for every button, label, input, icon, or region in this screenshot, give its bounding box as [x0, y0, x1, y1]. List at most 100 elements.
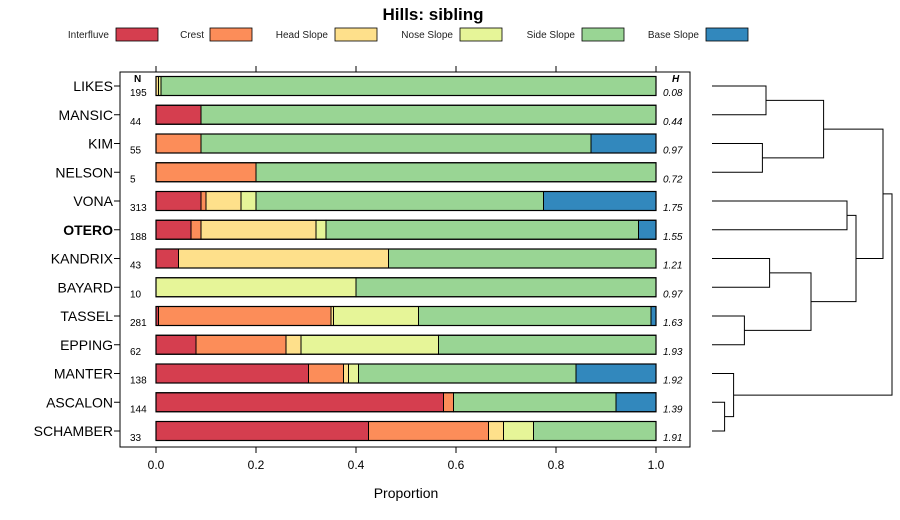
category-label: OTERO: [63, 222, 113, 238]
dendrogram-link: [762, 99, 825, 159]
bar-segment: [355, 277, 657, 298]
dendrogram-link: [712, 258, 771, 288]
bar-segment: [155, 219, 192, 240]
bar-segment: [200, 219, 317, 240]
legend-swatch: [334, 27, 378, 42]
bar-row: OTERO 188 1.55: [63, 219, 683, 243]
bar-outline: [155, 219, 657, 240]
legend-label: Nose Slope: [401, 30, 453, 41]
bar-segment: [155, 133, 202, 154]
category-label: VONA: [73, 193, 113, 209]
bar-segment: [650, 306, 657, 326]
dendrogram: [712, 85, 893, 432]
category-label: MANSIC: [59, 107, 113, 123]
h-value: 1.93: [663, 347, 683, 358]
bar-segment: [200, 133, 592, 154]
dendrogram-link: [712, 143, 763, 173]
n-value: 281: [130, 318, 147, 329]
bar-row: VONA 313 1.75: [73, 190, 683, 214]
bar-outline: [155, 420, 657, 442]
legend: Interfluve Crest Head Slope Nose Slope Side …: [68, 27, 749, 42]
h-value: 1.21: [663, 261, 682, 272]
n-value: 313: [130, 203, 147, 214]
category-label: LIKES: [73, 78, 113, 94]
bar-segment: [453, 392, 617, 413]
bar-row: MANSIC 44 0.44: [59, 104, 683, 128]
category-label: BAYARD: [58, 279, 114, 295]
h-value: 0.97: [663, 289, 683, 300]
bar-outline: [155, 334, 657, 355]
category-label: EPPING: [60, 337, 113, 353]
bar-segment: [343, 363, 349, 384]
bar-segment: [488, 421, 504, 441]
bar-outline: [155, 305, 657, 327]
bar-segment: [503, 421, 534, 441]
x-axis-title: Proportion: [374, 485, 439, 501]
x-tick-label: 1.0: [648, 458, 665, 472]
x-tick-label: 0.4: [348, 458, 365, 472]
dendrogram-link: [712, 315, 745, 346]
bar-segment: [155, 191, 202, 211]
category-label: KANDRIX: [51, 251, 114, 267]
bar-segment: [200, 191, 207, 211]
legend-label: Head Slope: [276, 30, 329, 41]
bar-segment: [285, 334, 302, 355]
bar-segment: [368, 421, 489, 441]
bar-segment: [358, 363, 577, 384]
bar-row: BAYARD 10 0.97: [58, 277, 683, 300]
n-value: 43: [130, 261, 142, 272]
dendrogram-link: [733, 193, 893, 396]
n-value: 188: [130, 232, 147, 243]
bar-row: EPPING 62 1.93: [60, 334, 683, 358]
x-tick-label: 0.0: [148, 458, 165, 472]
h-value: 1.39: [663, 404, 683, 415]
bar-segment: [195, 334, 287, 355]
bar-segment: [155, 277, 357, 298]
legend-label: Crest: [180, 30, 204, 41]
bar-segment: [255, 191, 544, 211]
h-column-header: H: [672, 74, 680, 85]
x-tick-label: 0.6: [448, 458, 465, 472]
bar-segment: [638, 219, 657, 240]
n-value: 55: [130, 146, 142, 157]
bar-segment: [205, 191, 242, 211]
category-label: NELSON: [55, 164, 113, 180]
x-tick-label: 0.2: [248, 458, 265, 472]
bar-outline: [155, 75, 657, 97]
dendrogram-link: [712, 200, 848, 231]
category-label: MANTER: [54, 366, 113, 382]
legend-swatch: [705, 27, 749, 42]
x-axis: 0.0 0.2 0.4 0.6 0.8 1.0: [148, 447, 665, 472]
h-value: 0.44: [663, 117, 683, 128]
plot-frame: [119, 71, 691, 448]
legend-swatch: [459, 27, 503, 42]
dendrogram-link: [744, 272, 812, 331]
bar-segment: [155, 421, 369, 441]
bar-row: MANTER 138 1.92: [54, 363, 683, 387]
bar-segment: [155, 392, 444, 413]
h-value: 1.63: [663, 318, 683, 329]
bar-segment: [418, 306, 652, 326]
dendrogram-link: [712, 85, 767, 116]
h-value: 1.75: [663, 203, 683, 214]
n-value: 144: [130, 404, 147, 415]
chart-title: Hills: sibling: [382, 5, 483, 24]
n-value: 138: [130, 376, 147, 387]
bar-segment: [155, 162, 257, 183]
bar-segment: [543, 191, 657, 211]
bar-segment: [190, 219, 202, 240]
dendrogram-link: [811, 214, 857, 303]
bar-rows: LIKES 195 0.08 MANSIC 44 0.44 KIM 55 0.97 NELSON 5…: [34, 75, 683, 444]
legend-swatch: [209, 27, 253, 42]
bar-outline: [155, 133, 657, 154]
bar-segment: [438, 334, 657, 355]
bar-outline: [155, 190, 657, 212]
bar-segment: [160, 76, 657, 96]
h-value: 0.72: [663, 174, 683, 185]
x-tick-label: 0.8: [548, 458, 565, 472]
bar-outline: [155, 392, 657, 413]
bar-row: KIM 55 0.97: [88, 133, 683, 157]
bar-segment: [333, 306, 419, 326]
legend-label: Interfluve: [68, 30, 110, 41]
